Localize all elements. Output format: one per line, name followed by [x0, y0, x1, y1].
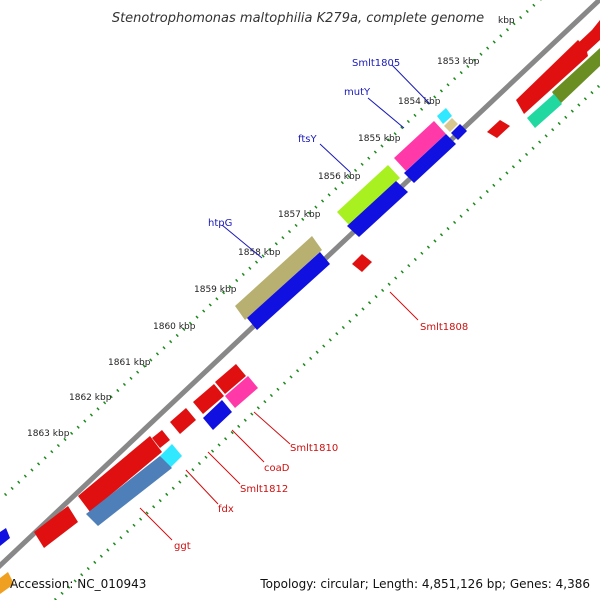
tick-label: 1857 kbp — [278, 210, 321, 220]
feature-red-3 — [193, 384, 224, 414]
feature-red-7 — [34, 506, 78, 548]
map-title: Stenotrophomonas maltophilia K279a, comp… — [112, 11, 484, 26]
feature-cyan-1 — [437, 108, 452, 124]
gene-label: Smlt1805 — [352, 58, 400, 69]
feature-red-1b — [544, 20, 600, 85]
kbp-tick-labels: kbp 1853 kbp 1854 kbp 1855 kbp 1856 kbp … — [27, 16, 515, 439]
tick-label: 1862 kbp — [69, 393, 112, 403]
gene-features — [0, 20, 600, 594]
tick-label: 1859 kbp — [194, 285, 237, 295]
inner-tick-track — [53, 83, 600, 600]
genome-summary-text: Topology: circular; Length: 4,851,126 bp… — [259, 577, 590, 591]
gene-label: fdx — [218, 504, 234, 515]
tick-label: 1860 kbp — [153, 322, 196, 332]
tick-label: 1854 kbp — [398, 97, 441, 107]
gene-labels: Smlt1805 mutY ftsY htpG Smlt1808 Smlt181… — [174, 58, 468, 552]
feature-blue-4 — [203, 400, 232, 430]
gene-label: Smlt1808 — [420, 322, 468, 333]
gene-label: mutY — [344, 87, 371, 98]
feature-gold-edge — [0, 572, 14, 594]
gene-label: coaD — [264, 463, 290, 474]
feature-red-small-1 — [487, 120, 510, 138]
feature-olive — [552, 48, 600, 104]
tick-label: 1858 kbp — [238, 248, 281, 258]
feature-red-2 — [215, 364, 246, 394]
feature-tan-small — [444, 118, 458, 132]
feature-khaki — [235, 236, 322, 320]
gene-leader-lines — [139, 64, 431, 541]
feature-blue-2 — [347, 181, 408, 237]
tick-label: 1863 kbp — [27, 429, 70, 439]
feature-red-4 — [170, 408, 196, 434]
tick-label: kbp — [498, 16, 515, 26]
feature-blue-3 — [247, 252, 330, 330]
gene-label: htpG — [208, 218, 232, 229]
gene-label: ftsY — [298, 134, 317, 145]
gene-label: Smlt1812 — [240, 484, 288, 495]
feature-red-6 — [78, 436, 162, 512]
feature-red-small-2 — [352, 254, 372, 272]
feature-magenta-2 — [225, 376, 258, 408]
feature-blue-small — [451, 124, 467, 140]
outer-tick-track — [3, 0, 542, 497]
tick-label: 1855 kbp — [358, 134, 401, 144]
accession-text: Accession: NC_010943 — [10, 577, 146, 591]
gene-label: ggt — [174, 541, 191, 552]
tick-label: 1856 kbp — [318, 172, 361, 182]
feature-magenta-1 — [394, 121, 446, 171]
feature-teal — [527, 94, 562, 128]
tick-label: 1861 kbp — [108, 358, 151, 368]
tick-label: 1853 kbp — [437, 57, 480, 67]
feature-blue-1 — [404, 134, 456, 183]
feature-steelblue — [86, 456, 172, 526]
feature-lime — [337, 165, 400, 225]
feature-blue-edge — [0, 528, 10, 546]
feature-red-5 — [152, 430, 170, 448]
gene-label: Smlt1810 — [290, 443, 338, 454]
